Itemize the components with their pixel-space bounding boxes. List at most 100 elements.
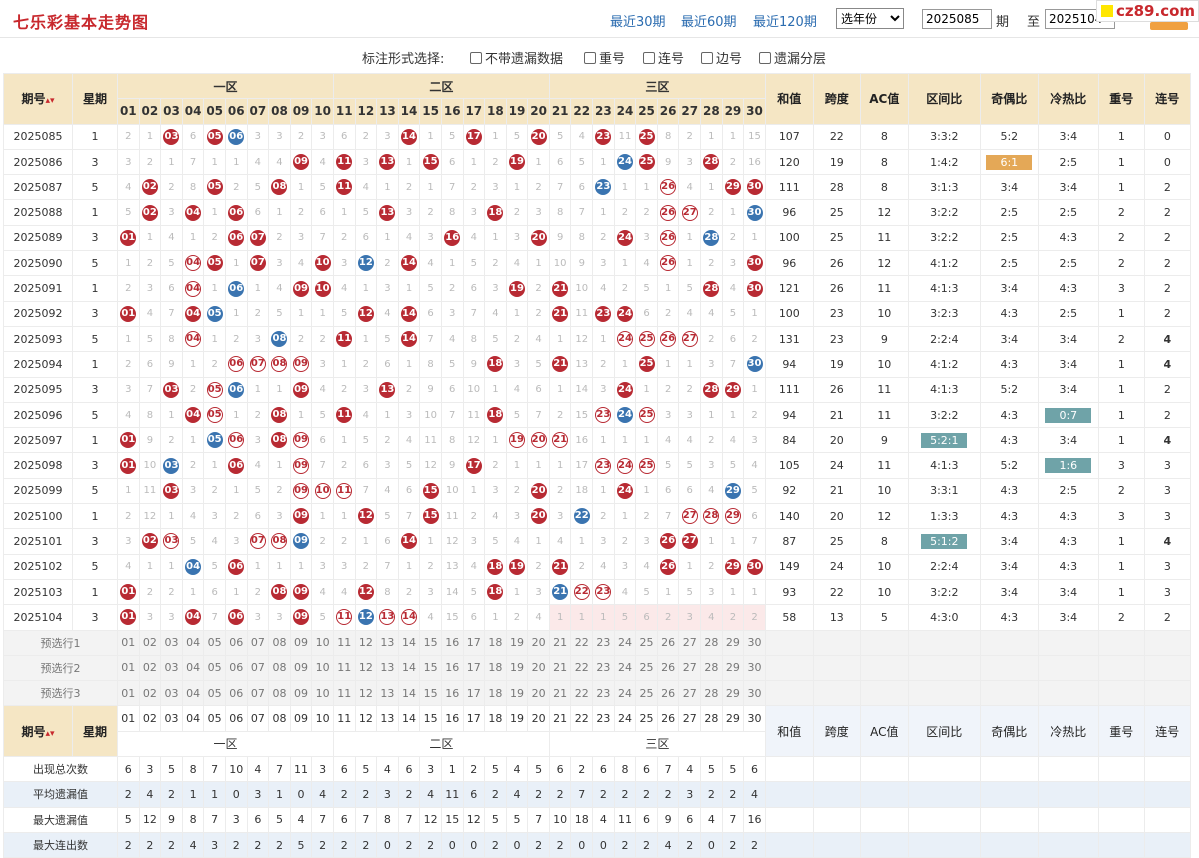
- preselect-number[interactable]: 08: [268, 654, 291, 682]
- preselect-number[interactable]: 18: [484, 629, 507, 656]
- preselect-number[interactable]: 13: [376, 680, 399, 707]
- preselect-number[interactable]: 26: [656, 680, 680, 707]
- preselect-number[interactable]: 16: [440, 629, 464, 656]
- preselect-number[interactable]: 19: [505, 629, 529, 656]
- preselect-number[interactable]: 23: [592, 654, 615, 682]
- preselect-number[interactable]: 14: [397, 680, 421, 707]
- preselect-number[interactable]: 06: [224, 680, 248, 707]
- preselect-number[interactable]: 29: [721, 629, 745, 656]
- preselect-number[interactable]: 15: [419, 680, 442, 707]
- preselect-number[interactable]: 05: [203, 680, 226, 707]
- preselect-number[interactable]: 18: [484, 680, 507, 707]
- preselect-number[interactable]: 04: [181, 654, 205, 682]
- preselect-number[interactable]: 04: [181, 680, 205, 707]
- preselect-number[interactable]: 30: [743, 629, 766, 656]
- option-no-omission[interactable]: 不带遗漏数据: [470, 48, 563, 67]
- option-consecutive[interactable]: 连号: [643, 48, 684, 67]
- preselect-number[interactable]: 20: [527, 680, 550, 707]
- preselect-number[interactable]: 05: [203, 654, 226, 682]
- preselect-number[interactable]: 26: [656, 629, 680, 656]
- preselect-number[interactable]: 06: [224, 654, 248, 682]
- preselect-number[interactable]: 21: [548, 654, 572, 682]
- preselect-number[interactable]: 17: [462, 629, 486, 656]
- preselect-number[interactable]: 02: [138, 629, 162, 656]
- option-omission-layer[interactable]: 遗漏分层: [759, 48, 826, 67]
- preselect-number[interactable]: 09: [289, 629, 313, 656]
- preselect-number[interactable]: 28: [700, 680, 723, 707]
- preselect-number[interactable]: 18: [484, 654, 507, 682]
- preselect-number[interactable]: 21: [548, 680, 572, 707]
- preselect-number[interactable]: 12: [354, 629, 378, 656]
- preselect-number[interactable]: 19: [505, 680, 529, 707]
- checkbox-icon[interactable]: [470, 51, 482, 64]
- preselect-number[interactable]: 15: [419, 654, 442, 682]
- preselect-number[interactable]: 24: [613, 680, 637, 707]
- preselect-number[interactable]: 24: [613, 654, 637, 682]
- preselect-number[interactable]: 08: [268, 680, 291, 707]
- preselect-number[interactable]: 27: [678, 654, 702, 682]
- checkbox-icon[interactable]: [584, 51, 596, 64]
- preselect-number[interactable]: 15: [419, 629, 442, 656]
- sort-icon[interactable]: ▴▾: [45, 96, 55, 107]
- recent-60-link[interactable]: 最近60期: [681, 15, 737, 30]
- period-from-input[interactable]: [922, 9, 992, 29]
- preselect-number[interactable]: 16: [440, 680, 464, 707]
- preselect-number[interactable]: 09: [289, 654, 313, 682]
- sort-icon[interactable]: ▴▾: [45, 728, 55, 739]
- preselect-number[interactable]: 01: [117, 629, 140, 656]
- preselect-number[interactable]: 25: [635, 629, 658, 656]
- checkbox-icon[interactable]: [643, 51, 655, 64]
- preselect-number[interactable]: 22: [570, 629, 594, 656]
- checkbox-icon[interactable]: [759, 51, 771, 64]
- preselect-number[interactable]: 23: [592, 680, 615, 707]
- preselect-number[interactable]: 02: [138, 654, 162, 682]
- preselect-number[interactable]: 12: [354, 680, 378, 707]
- preselect-number[interactable]: 01: [117, 680, 140, 707]
- preselect-number[interactable]: 20: [527, 629, 550, 656]
- preselect-number[interactable]: 19: [505, 654, 529, 682]
- preselect-number[interactable]: 11: [332, 629, 356, 656]
- preselect-number[interactable]: 06: [224, 629, 248, 656]
- recent-120-link[interactable]: 最近120期: [753, 15, 817, 30]
- preselect-number[interactable]: 28: [700, 654, 723, 682]
- preselect-number[interactable]: 23: [592, 629, 615, 656]
- checkbox-icon[interactable]: [701, 51, 713, 64]
- preselect-number[interactable]: 10: [311, 680, 334, 707]
- preselect-number[interactable]: 26: [656, 654, 680, 682]
- preselect-number[interactable]: 08: [268, 629, 291, 656]
- preselect-number[interactable]: 07: [246, 680, 270, 707]
- preselect-number[interactable]: 28: [700, 629, 723, 656]
- preselect-number[interactable]: 25: [635, 654, 658, 682]
- preselect-number[interactable]: 17: [462, 680, 486, 707]
- preselect-number[interactable]: 14: [397, 654, 421, 682]
- bottom-col-qihao[interactable]: 期号▴▾: [3, 705, 73, 758]
- preselect-number[interactable]: 10: [311, 629, 334, 656]
- preselect-number[interactable]: 25: [635, 680, 658, 707]
- preselect-number[interactable]: 24: [613, 629, 637, 656]
- preselect-number[interactable]: 12: [354, 654, 378, 682]
- preselect-number[interactable]: 14: [397, 629, 421, 656]
- preselect-number[interactable]: 16: [440, 654, 464, 682]
- preselect-number[interactable]: 13: [376, 654, 399, 682]
- preselect-number[interactable]: 22: [570, 654, 594, 682]
- preselect-number[interactable]: 30: [743, 654, 766, 682]
- preselect-number[interactable]: 09: [289, 680, 313, 707]
- preselect-number[interactable]: 03: [160, 680, 183, 707]
- preselect-number[interactable]: 11: [332, 680, 356, 707]
- preselect-number[interactable]: 13: [376, 629, 399, 656]
- preselect-number[interactable]: 10: [311, 654, 334, 682]
- query-button[interactable]: [1150, 22, 1188, 30]
- preselect-number[interactable]: 30: [743, 680, 766, 707]
- preselect-number[interactable]: 03: [160, 654, 183, 682]
- preselect-number[interactable]: 29: [721, 680, 745, 707]
- preselect-number[interactable]: 01: [117, 654, 140, 682]
- preselect-number[interactable]: 27: [678, 680, 702, 707]
- recent-30-link[interactable]: 最近30期: [610, 15, 666, 30]
- preselect-number[interactable]: 27: [678, 629, 702, 656]
- preselect-number[interactable]: 20: [527, 654, 550, 682]
- option-edge[interactable]: 边号: [701, 48, 742, 67]
- preselect-number[interactable]: 04: [181, 629, 205, 656]
- preselect-number[interactable]: 07: [246, 629, 270, 656]
- preselect-number[interactable]: 21: [548, 629, 572, 656]
- preselect-number[interactable]: 17: [462, 654, 486, 682]
